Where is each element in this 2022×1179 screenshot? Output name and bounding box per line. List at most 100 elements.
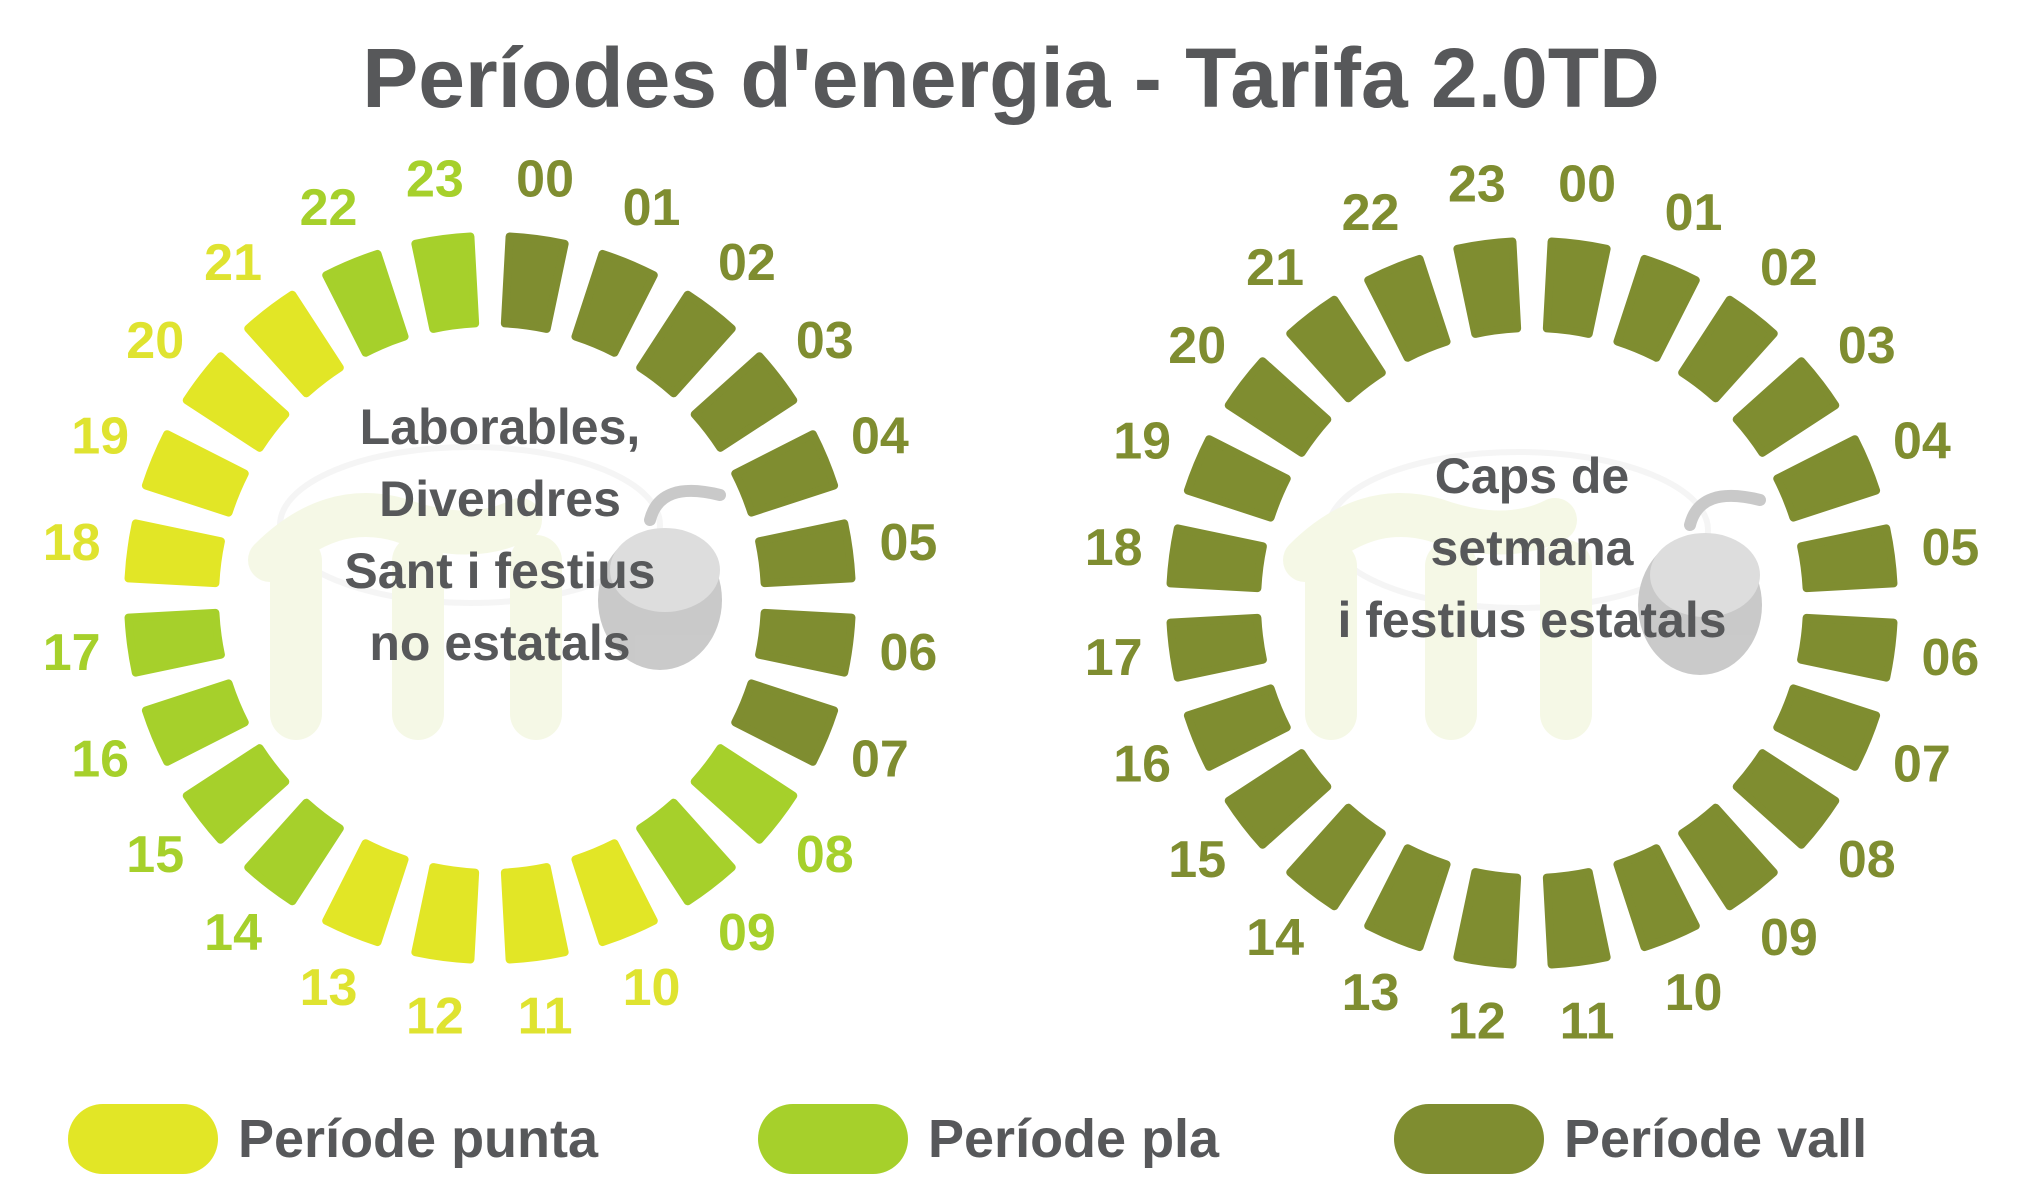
- hour-label-00: 00: [516, 151, 574, 209]
- wheel-center-text-laborables: Laborables, Divendres Sant i festius no est…: [344, 399, 655, 671]
- hour-segment-03: [690, 352, 798, 452]
- hour-label-11: 11: [1560, 992, 1615, 1050]
- hour-segment-07: [731, 679, 839, 766]
- hour-segment-13: [1364, 844, 1451, 952]
- hour-segment-20: [182, 352, 290, 452]
- hour-segment-11: [1542, 868, 1611, 969]
- hour-label-18: 18: [43, 514, 101, 572]
- hour-label-00: 00: [1558, 156, 1616, 214]
- hour-label-16: 16: [71, 730, 129, 788]
- legend-swatch-pla: [758, 1104, 908, 1174]
- hour-segment-16: [141, 679, 249, 766]
- hour-label-07: 07: [851, 730, 909, 788]
- hour-segment-11: [500, 863, 569, 964]
- hour-segment-14: [244, 798, 344, 906]
- wheel-center-text-caps-de-setmana: Caps de setmana i festius estatals: [1337, 448, 1726, 648]
- hour-segment-14: [1286, 803, 1386, 911]
- legend-item-punta: Període punta: [68, 1104, 598, 1174]
- hour-label-23: 23: [1448, 156, 1506, 214]
- hour-segment-19: [141, 430, 249, 517]
- legend-swatch-punta: [68, 1104, 218, 1174]
- hour-segment-00: [1542, 237, 1611, 338]
- hour-label-20: 20: [1168, 317, 1226, 375]
- page-title: Períodes d'energia - Tarifa 2.0TD: [362, 31, 1660, 125]
- watermark-logo-right: [1283, 449, 1766, 740]
- legend-label-pla: Període pla: [928, 1109, 1220, 1169]
- hour-label-22: 22: [1342, 184, 1400, 242]
- hour-segment-09: [1678, 803, 1778, 911]
- hour-segment-03: [1732, 357, 1840, 457]
- hour-segment-10: [571, 839, 658, 947]
- hour-label-12: 12: [406, 987, 464, 1045]
- hour-label-07: 07: [1893, 735, 1951, 793]
- hour-label-21: 21: [1246, 239, 1304, 297]
- hour-label-03: 03: [796, 312, 854, 370]
- hour-label-12: 12: [1448, 992, 1506, 1050]
- hour-segment-00: [500, 232, 569, 333]
- hour-label-02: 02: [718, 234, 776, 292]
- hour-segment-07: [1773, 684, 1881, 771]
- hour-label-17: 17: [1085, 629, 1143, 687]
- hour-label-05: 05: [879, 514, 937, 572]
- hour-label-09: 09: [718, 904, 776, 962]
- hour-segment-01: [1613, 254, 1700, 362]
- hour-label-16: 16: [1113, 735, 1171, 793]
- legend-swatch-vall: [1394, 1104, 1544, 1174]
- wheel-center-line: Sant i festius: [344, 543, 655, 599]
- hour-label-17: 17: [43, 624, 101, 682]
- hour-label-13: 13: [300, 959, 358, 1017]
- hour-segment-10: [1613, 844, 1700, 952]
- hour-segment-15: [182, 744, 290, 844]
- hour-segment-12: [1453, 868, 1522, 969]
- wheel-center-line: no estatals: [369, 615, 630, 671]
- hour-label-10: 10: [1665, 964, 1723, 1022]
- hour-label-18: 18: [1085, 519, 1143, 577]
- hour-segment-13: [322, 839, 409, 947]
- hour-label-23: 23: [406, 151, 464, 209]
- hour-label-15: 15: [1168, 831, 1226, 889]
- hour-segment-18: [124, 519, 225, 588]
- hour-label-19: 19: [71, 408, 129, 466]
- hour-label-04: 04: [1893, 413, 1951, 471]
- hour-label-15: 15: [126, 826, 184, 884]
- hour-label-05: 05: [1921, 519, 1979, 577]
- hour-label-01: 01: [623, 179, 681, 237]
- hour-segment-06: [1797, 613, 1898, 682]
- hour-segment-05: [1797, 524, 1898, 593]
- legend-item-vall: Període vall: [1394, 1104, 1867, 1174]
- hour-segment-16: [1183, 684, 1291, 771]
- hour-segment-04: [731, 430, 839, 517]
- hour-segment-17: [1166, 613, 1267, 682]
- hour-segment-05: [755, 519, 856, 588]
- hour-segment-21: [244, 290, 344, 398]
- hour-segment-02: [636, 290, 736, 398]
- legend-label-vall: Període vall: [1564, 1109, 1868, 1169]
- hour-label-14: 14: [204, 904, 262, 962]
- hour-label-19: 19: [1113, 413, 1171, 471]
- wheel-center-line: i festius estatals: [1337, 592, 1726, 648]
- hour-label-20: 20: [126, 312, 184, 370]
- hour-segment-20: [1224, 357, 1332, 457]
- hour-segment-23: [411, 232, 480, 333]
- hour-label-06: 06: [879, 624, 937, 682]
- hour-label-08: 08: [796, 826, 854, 884]
- hour-label-01: 01: [1665, 184, 1723, 242]
- hour-label-09: 09: [1760, 909, 1818, 967]
- hour-segment-08: [690, 744, 798, 844]
- hour-segment-12: [411, 863, 480, 964]
- hour-segment-21: [1286, 295, 1386, 403]
- legend-label-punta: Període punta: [238, 1109, 599, 1169]
- wheel-center-line: Divendres: [379, 471, 621, 527]
- hour-segment-22: [322, 249, 409, 357]
- hour-segment-18: [1166, 524, 1267, 593]
- hour-segment-19: [1183, 435, 1291, 522]
- hour-label-04: 04: [851, 408, 909, 466]
- wheel-laborables: 00 01 02 03 04 05 06 07 08 09 10 11 12 13 14 15 16 17 18 19…: [43, 151, 938, 1046]
- hour-label-02: 02: [1760, 239, 1818, 297]
- hour-label-22: 22: [300, 179, 358, 237]
- watermark-logo-left: [248, 444, 726, 740]
- hour-label-11: 11: [518, 987, 573, 1045]
- hour-segment-01: [571, 249, 658, 357]
- hour-label-06: 06: [1921, 629, 1979, 687]
